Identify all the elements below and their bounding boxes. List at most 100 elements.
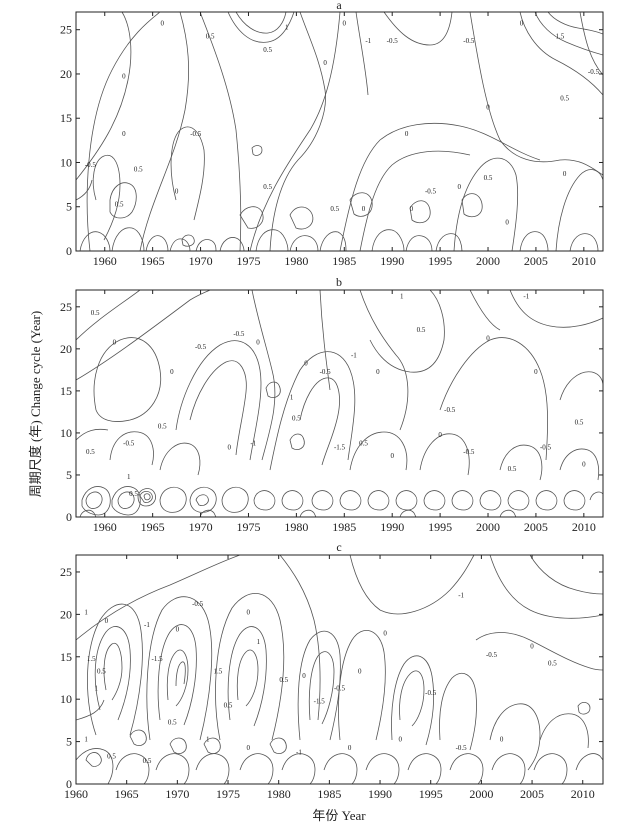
panel-c-ticks: 1960 1965 1970 1975 1980 1985 1990 1995 2000 2005…	[60, 555, 603, 801]
panel-c-label: c	[336, 540, 341, 554]
panel-c-contour-label: 0.5	[168, 719, 177, 727]
panel-a-contour-label: 0	[505, 218, 509, 226]
panel-c-contour-label: 1	[257, 638, 261, 646]
panel-a-y-tick-label: 5	[66, 200, 72, 214]
panel-b-x-tick-label: 2010	[572, 520, 596, 534]
panel-c-contour-label: 0.5	[279, 676, 288, 684]
panel-a-contour-label: -1	[365, 37, 371, 45]
panel-b-y-tick-label: 15	[60, 384, 72, 398]
panel-a-x-tick-label: 2005	[524, 254, 548, 268]
panel-a-contour-label: 0	[410, 205, 414, 213]
panel-b-contour-label: 1	[290, 393, 294, 401]
panel-a-contour-label: 0.5	[560, 95, 569, 103]
panel-c-x-tick-label: 1975	[216, 787, 240, 801]
panel-c-contour-label: 1	[206, 736, 210, 744]
panel-a-x-tick-label: 1975	[236, 254, 260, 268]
panel-c-contour-label: 0.5	[224, 702, 233, 710]
panel-c-contour-label: 0.5	[143, 757, 152, 765]
panel-c-contour-label: 0	[383, 630, 387, 638]
panel-c-contour-label: -0.5	[425, 689, 437, 697]
panel-b-contour-label: 0	[256, 339, 260, 347]
panel-a-contour-label: 0	[486, 103, 490, 111]
panel-c-contour-label: -0.5	[334, 685, 346, 693]
panel-c-x-tick-label: 1995	[419, 787, 443, 801]
panel-c-contour-label: 1	[95, 685, 99, 693]
panel-b-contour-label: -0.5	[320, 368, 332, 376]
panel-a-contour-label: 0	[362, 205, 366, 213]
panel-c-contour-label: 0.5	[107, 753, 116, 761]
panel-c-contour-label: 0	[247, 608, 251, 616]
panel-c-y-tick-label: 5	[66, 735, 72, 749]
panel-b: 1960 1965 1970 1975 1980 1985 1990 1995 2000 2005…	[60, 289, 604, 534]
panel-b-x-tick-label: 2000	[476, 520, 500, 534]
panel-b-label: b	[336, 275, 342, 289]
panel-a-contour-label: 0.5	[263, 46, 272, 54]
panel-b-contour-label: 1	[127, 473, 131, 481]
panel-b-x-tick-label: 1995	[428, 520, 452, 534]
panel-b-contour-label: -1	[523, 292, 529, 300]
panel-b-contour-label: 0	[390, 452, 394, 460]
panel-c-y-tick-label: 25	[60, 565, 72, 579]
panel-b-contour-label: 0.5	[91, 309, 100, 317]
panel-a-contour-label: 0.5	[330, 205, 339, 213]
panel-b-contour-label: 0	[534, 368, 538, 376]
panel-b-contour-label: 0	[113, 339, 117, 347]
panel-c-contour-label: 1.5	[87, 655, 96, 663]
x-axis-title: 年份 Year	[312, 808, 366, 823]
panel-c-contour-label: 1.5	[214, 668, 223, 676]
panel-c-contour-label: -1	[458, 591, 464, 599]
panel-a-contour-label: 0.5	[134, 165, 143, 173]
panel-c-contour-label: -0.5	[192, 600, 204, 608]
panel-b-x-tick-label: 1960	[93, 520, 117, 534]
panel-a-contour-label: -0.5	[85, 161, 97, 169]
panel-c-contour-label: 0	[176, 625, 180, 633]
panel-b-y-tick-label: 20	[60, 342, 72, 356]
panel-a-contour-label: -0.5	[463, 37, 475, 45]
panel-c-contour-label: -0.5	[486, 651, 498, 659]
panel-a-x-tick-label: 1970	[189, 254, 213, 268]
panel-b-contour-label: 0.5	[129, 490, 138, 498]
panel-b-contour-label: -1	[351, 351, 357, 359]
panel-c-x-tick-label: 1970	[165, 787, 189, 801]
panel-a-contour-label: 0	[563, 170, 567, 178]
panel-c-x-tick-label: 2000	[469, 787, 493, 801]
panel-c-contour-label: 1	[84, 608, 88, 616]
panel-c-contour-label: -1.5	[152, 655, 164, 663]
panel-b-contours	[76, 290, 603, 517]
panel-b-contour-label: 0	[582, 461, 586, 469]
panel-c-contour-label: 0	[358, 668, 362, 676]
panel-b-contour-label: 0.5	[86, 448, 95, 456]
panel-c-contour-label: -1	[144, 621, 150, 629]
panel-a-contour-label: 0	[160, 19, 164, 27]
panel-c-contour-label: 0	[500, 736, 504, 744]
panel-c: 1960 1965 1970 1975 1980 1985 1990 1995 2000 2005…	[60, 554, 604, 801]
panel-c-x-tick-label: 2010	[571, 787, 595, 801]
panel-b-contour-label: -0.5	[463, 448, 475, 456]
panel-b-contour-label: 0	[170, 368, 174, 376]
panel-a-contour-label: 0	[405, 130, 409, 138]
panel-c-x-tick-label: 1960	[64, 787, 88, 801]
panel-b-x-tick-label: 1975	[236, 520, 260, 534]
panel-b-x-tick-label: 1985	[332, 520, 356, 534]
panel-c-x-tick-label: 1965	[115, 787, 139, 801]
panel-a-contour-label: 0	[122, 130, 126, 138]
panel-b-y-tick-label: 10	[60, 426, 72, 440]
panel-b-y-tick-label: 0	[66, 510, 72, 524]
panel-c-contour-label: 0.5	[548, 659, 557, 667]
panel-a-contours	[76, 12, 603, 251]
panel-a-frame	[75, 11, 604, 252]
panel-b-contour-label: 0.5	[292, 414, 301, 422]
panel-c-contours	[76, 555, 603, 784]
panel-a-y-tick-label: 25	[60, 23, 72, 37]
panel-a-contour-label: 1	[285, 24, 289, 32]
panel-a-y-tick-label: 10	[60, 155, 72, 169]
panel-a-contour-label: 0	[520, 19, 524, 27]
panel-b-contour-label: -0.5	[233, 330, 245, 338]
panel-a-contour-label: 0	[458, 183, 462, 191]
panel-b-contour-label: 0	[228, 444, 232, 452]
panel-c-x-tick-label: 1990	[368, 787, 392, 801]
panel-a-contour-label: -0.5	[190, 130, 202, 138]
panel-c-contour-label: 0	[348, 744, 352, 752]
panel-b-contour-label: 0.5	[158, 423, 167, 431]
panel-a-contour-label: 0	[175, 187, 179, 195]
